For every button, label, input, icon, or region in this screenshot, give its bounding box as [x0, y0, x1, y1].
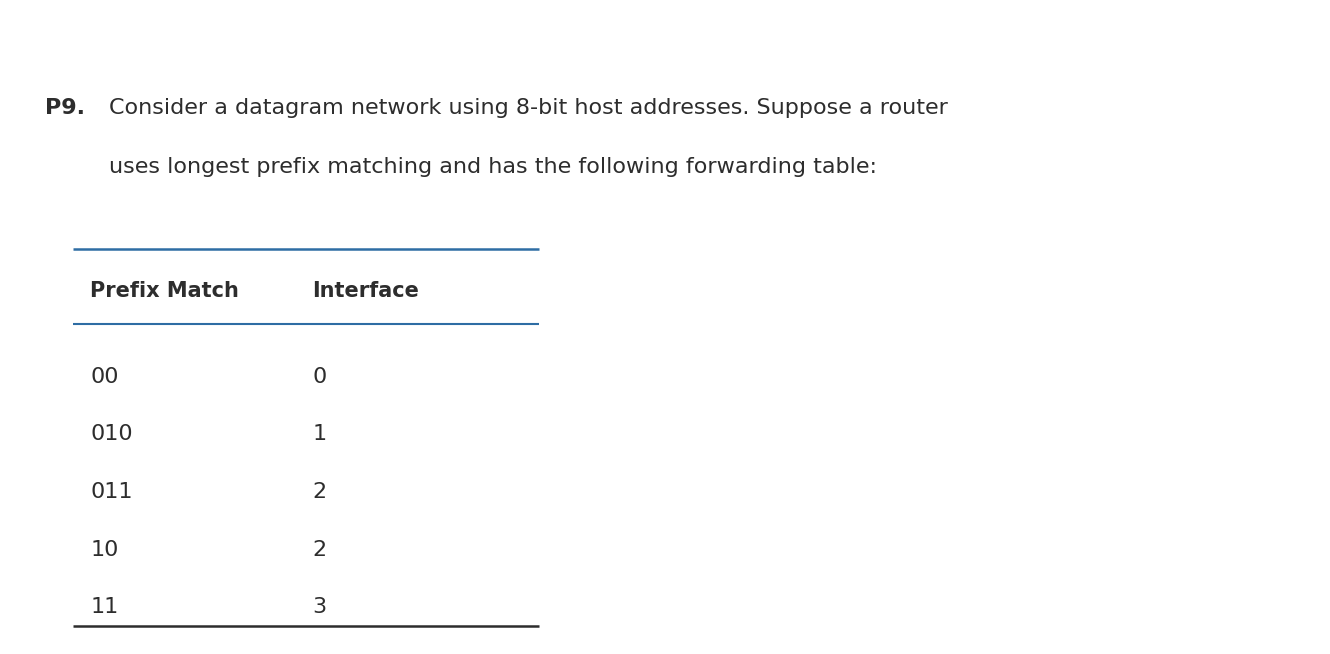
- Text: 0: 0: [313, 367, 327, 387]
- Text: 3: 3: [313, 597, 327, 617]
- Text: Interface: Interface: [313, 281, 419, 301]
- Text: P9.: P9.: [45, 98, 85, 118]
- Text: 00: 00: [90, 367, 118, 387]
- Text: 010: 010: [90, 424, 133, 445]
- Text: Consider a datagram network using 8-bit host addresses. Suppose a router: Consider a datagram network using 8-bit …: [109, 98, 948, 118]
- Text: Prefix Match: Prefix Match: [90, 281, 239, 301]
- Text: uses longest prefix matching and has the following forwarding table:: uses longest prefix matching and has the…: [109, 157, 876, 177]
- Text: 011: 011: [90, 482, 133, 502]
- Text: 1: 1: [313, 424, 327, 445]
- Text: 2: 2: [313, 540, 327, 560]
- Text: 2: 2: [313, 482, 327, 502]
- Text: 10: 10: [90, 540, 118, 560]
- Text: 11: 11: [90, 597, 118, 617]
